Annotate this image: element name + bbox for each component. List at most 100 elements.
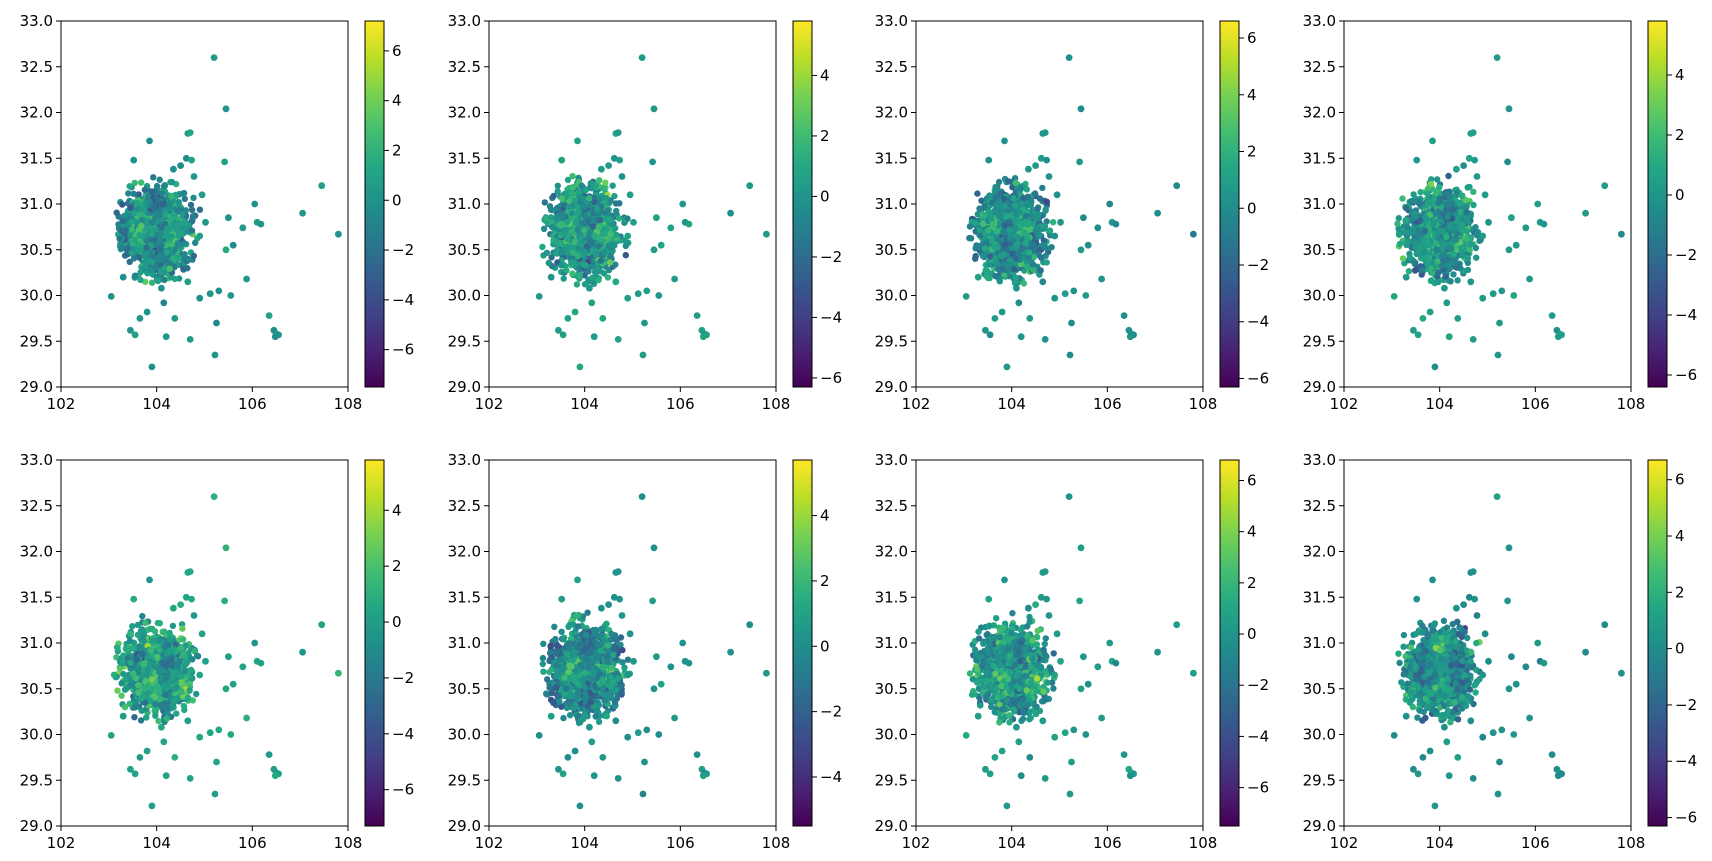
scatter-point: [598, 165, 605, 173]
scatter-point: [1001, 221, 1008, 229]
scatter-point: [1003, 363, 1011, 371]
scatter-point: [1015, 299, 1023, 307]
scatter-point: [585, 268, 592, 275]
scatter-point: [138, 216, 146, 224]
scatter-point: [643, 287, 651, 295]
scatter-point: [206, 290, 214, 298]
scatter-point: [546, 203, 554, 210]
scatter-point: [556, 240, 563, 247]
x-tick-label: 104: [142, 395, 171, 413]
scatter-point: [163, 249, 170, 256]
scatter-point: [581, 261, 588, 268]
scatter-point: [540, 225, 548, 232]
x-tick-label: 106: [238, 395, 267, 413]
scatter-point: [188, 227, 196, 234]
scatter-point: [1066, 351, 1074, 359]
scatter-point: [605, 162, 612, 170]
scatter-point: [121, 212, 128, 220]
scatter-point: [727, 209, 734, 217]
y-tick-label: 29.0: [20, 378, 53, 396]
scatter-point: [1036, 195, 1044, 202]
scatter-point: [151, 226, 159, 233]
scatter-point: [569, 173, 576, 180]
scatter-point: [196, 294, 204, 302]
scatter-point: [147, 266, 154, 274]
scatter-point: [136, 315, 144, 322]
scatter-point: [746, 182, 754, 190]
scatter-point: [590, 333, 598, 341]
scatter-point: [1395, 215, 1403, 222]
y-tick-label: 30.0: [20, 287, 53, 305]
scatter-point: [1041, 129, 1049, 137]
scatter-point: [693, 312, 701, 319]
scatter-point: [586, 232, 593, 239]
scatter-point: [190, 252, 197, 260]
scatter-point: [653, 214, 660, 222]
y-tick-label: 31.5: [875, 149, 908, 167]
scatter-point: [979, 252, 987, 260]
colorbar-tick-label: −2: [1247, 256, 1269, 274]
scatter-point: [1030, 266, 1037, 273]
scatter-point: [574, 253, 581, 260]
scatter-point: [995, 178, 1003, 186]
scatter-point: [168, 178, 176, 186]
scatter-point: [985, 227, 992, 234]
scatter-point: [586, 195, 593, 202]
scatter-point: [1106, 200, 1114, 208]
scatter-point: [130, 255, 138, 262]
scatter-point: [1011, 266, 1018, 273]
colorbar-tick-label: −6: [392, 341, 414, 359]
scatter-point: [190, 194, 197, 201]
scatter-point: [318, 182, 326, 190]
scatter-point: [123, 246, 130, 253]
scatter-point: [1017, 333, 1025, 341]
scatter-point: [162, 206, 170, 214]
scatter-point: [679, 200, 687, 208]
scatter-point: [612, 225, 619, 232]
scatter-point: [595, 243, 602, 250]
x-tick-label: 104: [570, 395, 599, 413]
scatter-point: [1017, 185, 1024, 192]
scatter-point: [604, 274, 612, 281]
scatter-point: [122, 226, 129, 234]
scatter-point: [568, 210, 576, 217]
scatter-point: [574, 137, 581, 145]
subplot-4: 102 104 106 10829.029.530.030.531.031.532.0…: [1303, 12, 1698, 413]
scatter-point: [222, 105, 230, 113]
scatter-point: [1025, 249, 1033, 256]
scatter-point: [177, 229, 185, 236]
scatter-point: [1010, 195, 1017, 202]
scatter-point: [1024, 193, 1031, 200]
scatter-point: [166, 265, 173, 272]
scatter-point: [126, 258, 133, 265]
scatter-point: [130, 190, 137, 197]
scatter-point: [130, 156, 138, 164]
scatter-point: [1112, 220, 1120, 228]
scatter-point: [649, 158, 656, 166]
scatter-point: [148, 279, 156, 286]
scatter-point: [128, 226, 136, 233]
scatter-point: [239, 224, 247, 232]
scatter-point: [574, 226, 581, 234]
scatter-point: [581, 226, 588, 234]
scatter-points: [535, 54, 770, 371]
scatter-point: [1042, 252, 1049, 259]
scatter-point: [1065, 54, 1073, 61]
scatter-point: [622, 252, 629, 259]
scatter-point: [992, 273, 999, 280]
scatter-point: [685, 220, 693, 228]
scatter-point: [624, 215, 631, 222]
scatter-point: [1034, 215, 1041, 222]
scatter-point: [597, 235, 604, 242]
scatter-point: [158, 269, 165, 276]
scatter-point: [580, 195, 587, 202]
x-tick-label: 108: [762, 395, 791, 413]
scatter-point: [559, 331, 567, 339]
scatter-point: [561, 230, 568, 237]
scatter-point: [149, 248, 157, 256]
scatter-point: [162, 333, 170, 341]
x-tick-label: 104: [997, 395, 1026, 413]
axes-frame: [488, 20, 777, 388]
y-tick-label: 29.5: [448, 332, 481, 350]
scatter-point: [1450, 271, 1457, 278]
